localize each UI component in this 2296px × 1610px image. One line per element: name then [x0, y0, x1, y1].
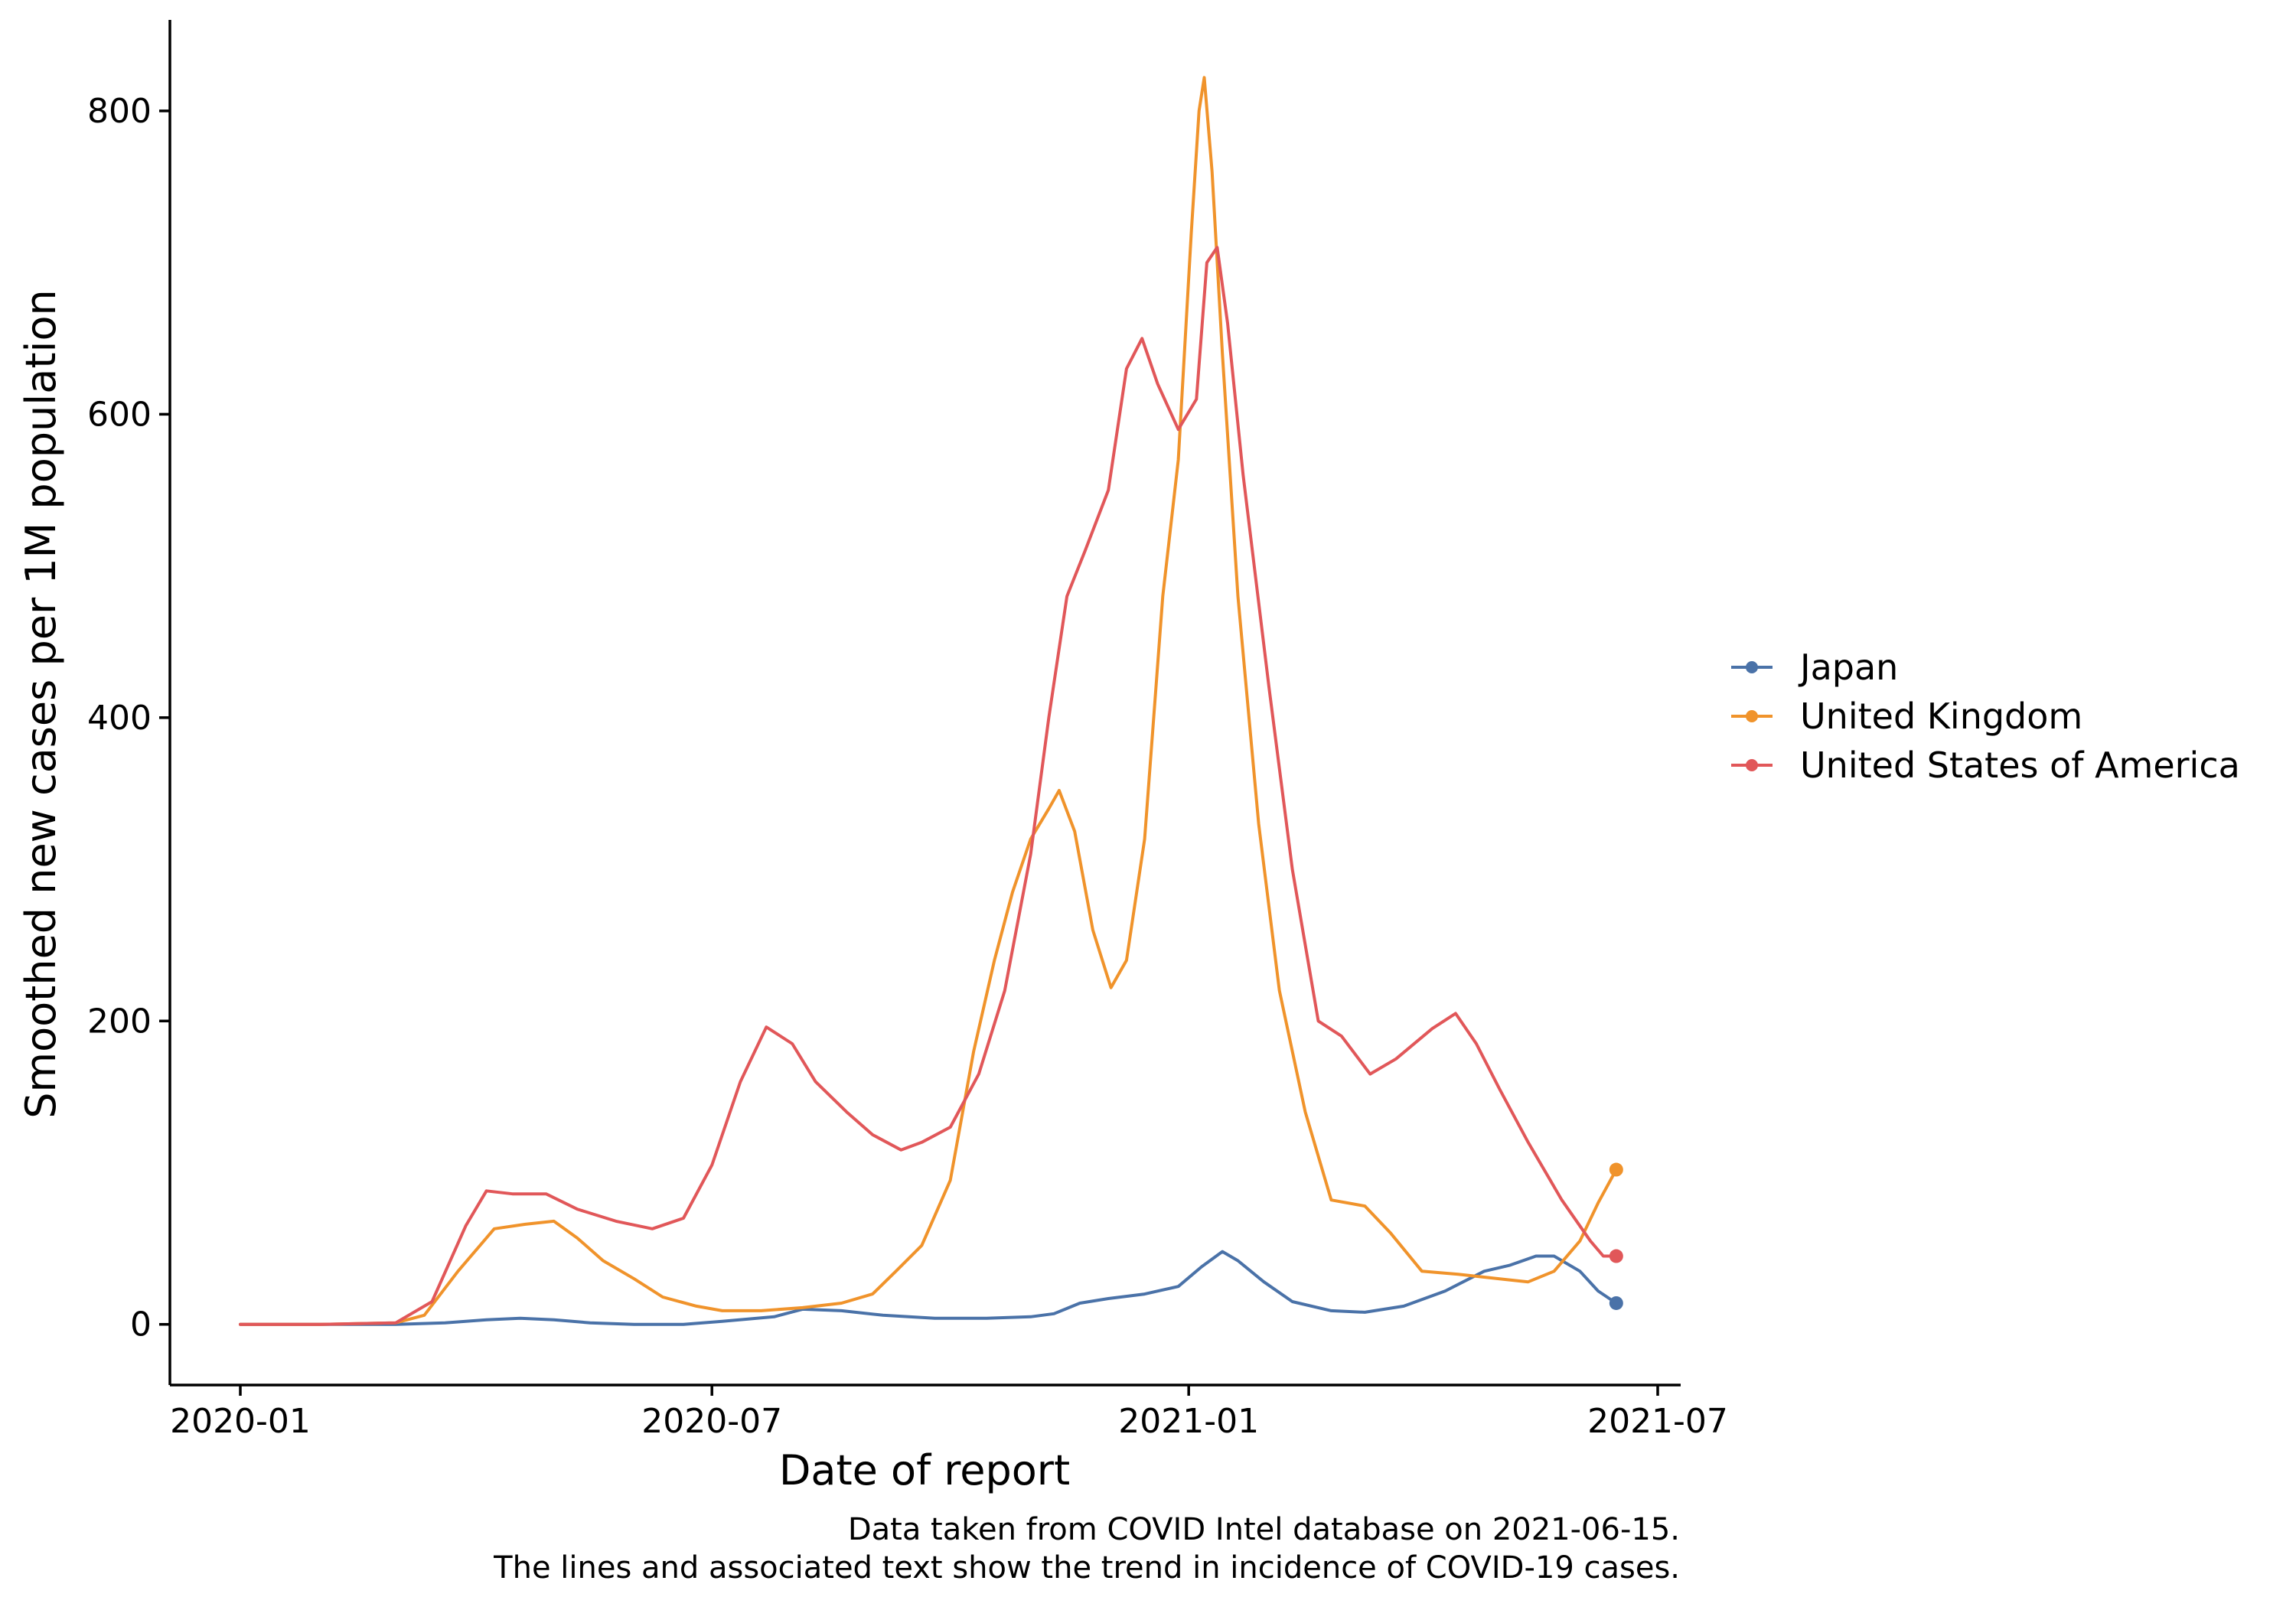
x-tick-label: 2021-01 [1118, 1402, 1259, 1441]
series-end-point-united-states-of-america [1609, 1249, 1623, 1263]
caption-line-1: Data taken from COVID Intel database on … [848, 1512, 1680, 1547]
legend-swatch-point [1746, 759, 1758, 771]
legend-item-japan: Japan [1731, 647, 1898, 688]
y-tick-label: 800 [87, 92, 152, 131]
series-end-point-united-kingdom [1609, 1162, 1623, 1177]
legend-label: Japan [1798, 647, 1898, 688]
axes: 0 200 400 600 800 2020-01 2020-07 2021-01 2021-0… [87, 20, 1728, 1441]
series-end-point-japan [1609, 1295, 1623, 1310]
legend-label: United Kingdom [1800, 696, 2082, 737]
x-axis-title: Date of report [779, 1446, 1070, 1494]
y-tick-label: 200 [87, 1002, 152, 1041]
y-tick-label: 0 [130, 1305, 152, 1344]
legend-item-united-kingdom: United Kingdom [1731, 696, 2082, 737]
x-tick-label: 2020-01 [170, 1402, 311, 1441]
caption-line-2: The lines and associated text show the t… [493, 1550, 1680, 1586]
y-tick-label: 600 [87, 395, 152, 434]
legend: Japan United Kingdom United States of Amer… [1731, 647, 2240, 786]
series-lines [239, 76, 1623, 1326]
legend-swatch-point [1746, 710, 1758, 722]
x-tick-label: 2020-07 [641, 1402, 782, 1441]
x-tick-label: 2021-07 [1587, 1402, 1728, 1441]
series-line-united-kingdom [239, 76, 1618, 1326]
y-axis-title: Smoothed new cases per 1M population [17, 289, 65, 1119]
legend-swatch-point [1746, 661, 1758, 673]
series-line-japan [239, 1250, 1618, 1326]
legend-label: United States of America [1800, 745, 2240, 786]
series-line-united-states-of-america [239, 246, 1618, 1326]
legend-item-united-states-of-america: United States of America [1731, 745, 2240, 786]
y-tick-label: 400 [87, 699, 152, 738]
